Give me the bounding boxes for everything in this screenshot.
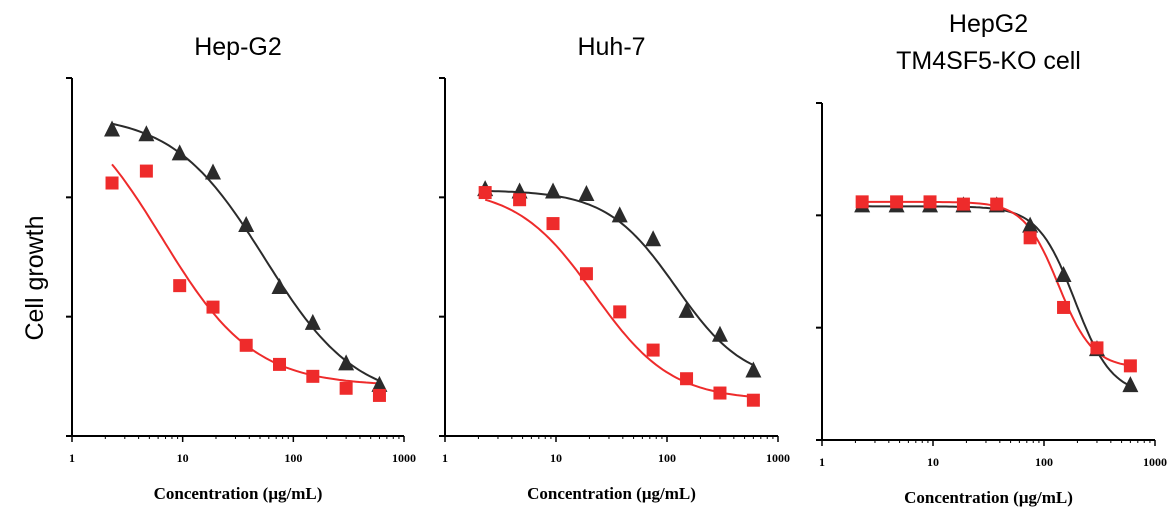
data-point-square <box>513 193 527 207</box>
data-point-square <box>546 217 560 231</box>
data-point-square <box>1023 231 1037 245</box>
x-tick-label: 100 <box>284 451 302 465</box>
data-point-triangle <box>238 215 255 232</box>
x-tick-label: 10 <box>927 455 939 469</box>
data-point-triangle <box>271 278 288 295</box>
data-point-triangle <box>205 163 222 180</box>
x-axis-label: Concentration (μg/mL) <box>154 484 323 503</box>
data-point-triangle <box>104 120 121 137</box>
data-point-triangle <box>304 313 321 330</box>
data-point-square <box>956 197 970 211</box>
x-tick-label: 100 <box>658 451 676 465</box>
data-point-triangle <box>645 230 662 247</box>
fit-curve-triangle <box>862 205 1131 387</box>
x-tick-label: 1 <box>442 451 448 465</box>
data-point-triangle <box>1055 265 1072 282</box>
x-tick-label: 10 <box>550 451 562 465</box>
data-point-square <box>239 338 253 352</box>
data-point-square <box>1090 341 1104 355</box>
data-point-square <box>1123 359 1137 373</box>
x-axis-label: Concentration (μg/mL) <box>904 488 1073 507</box>
panel-title: HepG2 <box>949 10 1028 38</box>
fit-curve-square <box>862 200 1131 367</box>
data-point-square <box>173 279 187 293</box>
panel-title: TM4SF5-KO cell <box>896 47 1081 75</box>
x-tick-label: 1000 <box>392 451 416 465</box>
data-point-square <box>746 393 760 407</box>
data-point-square <box>613 305 627 319</box>
fit-curve-square <box>484 198 754 398</box>
data-point-square <box>990 197 1004 211</box>
x-tick-label: 1000 <box>766 451 790 465</box>
data-point-square <box>273 357 287 371</box>
data-point-triangle <box>338 354 355 371</box>
data-point-square <box>139 164 153 178</box>
data-point-triangle <box>1122 376 1139 393</box>
data-point-triangle <box>578 184 595 201</box>
data-point-square <box>306 369 320 383</box>
data-point-square <box>478 186 492 200</box>
data-point-square <box>1057 300 1071 314</box>
data-point-square <box>713 386 727 400</box>
data-point-square <box>206 300 220 314</box>
x-axis-label: Concentration (μg/mL) <box>527 484 696 503</box>
data-point-square <box>680 372 694 386</box>
data-point-triangle <box>745 361 762 378</box>
data-point-triangle <box>171 144 188 161</box>
data-point-square <box>855 195 869 209</box>
x-tick-label: 100 <box>1035 455 1053 469</box>
data-point-square <box>372 388 386 402</box>
data-point-triangle <box>138 125 155 142</box>
data-point-triangle <box>678 301 695 318</box>
panel-title: Hep-G2 <box>194 33 282 61</box>
plot-panel-1: Hep-G2 1 10 100 1000 Concentration (μg/mL) <box>66 33 416 503</box>
plot-panel-3: HepG2 TM4SF5-KO cell 1 10 100 1000 Concentrati… <box>816 10 1167 507</box>
data-point-triangle <box>611 206 628 223</box>
x-tick-label: 1000 <box>1143 455 1167 469</box>
data-point-triangle <box>711 325 728 342</box>
data-point-triangle <box>1022 216 1039 233</box>
data-point-square <box>339 381 353 395</box>
data-point-square <box>579 267 593 281</box>
x-tick-label: 10 <box>177 451 189 465</box>
data-point-square <box>890 195 904 209</box>
plot-panel-2: Huh-7 1 10 100 1000 Concentration (μg/mL) <box>439 33 790 503</box>
data-point-triangle <box>545 182 562 199</box>
x-tick-label: 1 <box>819 455 825 469</box>
x-tick-label: 1 <box>69 451 75 465</box>
data-point-triangle <box>371 375 388 392</box>
data-point-square <box>923 195 937 209</box>
data-point-square <box>646 343 660 357</box>
data-point-square <box>105 176 119 190</box>
y-axis-label: Cell growth <box>21 215 49 340</box>
panel-title: Huh-7 <box>577 33 645 61</box>
